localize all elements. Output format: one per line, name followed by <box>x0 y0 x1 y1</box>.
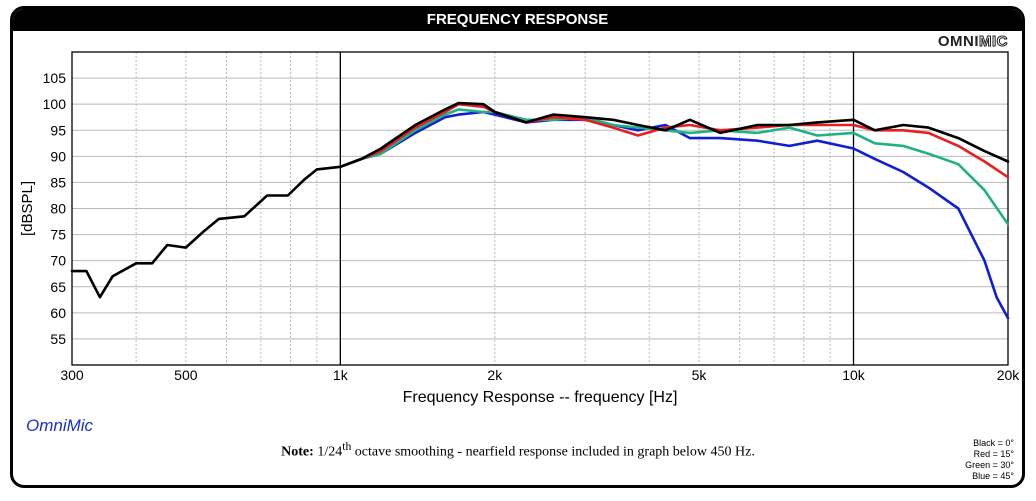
chart-frame: FREQUENCY RESPONSE OMNIMIC <box>10 6 1025 488</box>
y-tick-label: 60 <box>50 305 66 321</box>
series-line-e62020 <box>339 102 1010 179</box>
plot-border <box>71 51 1009 366</box>
x-tick-label: 10k <box>842 367 866 383</box>
smoothing-note: Note: 1/24th octave smoothing - nearfiel… <box>0 440 1036 461</box>
logo-part-1: OMNI <box>937 33 979 50</box>
legend-entry-red: Red = 15° <box>973 449 1014 459</box>
omnimic-logo: OMNIMIC <box>937 33 1009 51</box>
x-tick-label: 300 <box>60 367 84 383</box>
x-tick-label: 500 <box>174 367 198 383</box>
note-text-post: octave smoothing - nearfield response in… <box>351 444 755 460</box>
y-tick-label: 95 <box>50 122 66 138</box>
x-tick-label: 1k <box>333 367 349 383</box>
x-tick-label: 20k <box>997 367 1021 383</box>
y-tick-label: 55 <box>50 331 66 347</box>
y-tick-label: 105 <box>43 70 67 86</box>
note-superscript: th <box>342 440 352 453</box>
y-tick-label: 100 <box>43 96 67 112</box>
note-label: Note: <box>281 444 314 460</box>
y-tick-label: 70 <box>50 253 66 269</box>
y-axis-label: [dBSPL] <box>19 181 36 236</box>
x-tick-label: 2k <box>487 367 503 383</box>
legend: Black = 0° Red = 15° Green = 30° Blue = … <box>965 438 1014 482</box>
y-tick-label: 65 <box>50 279 66 295</box>
x-tick-label: 5k <box>692 367 708 383</box>
legend-entry-blue: Blue = 45° <box>972 471 1014 481</box>
x-axis-label: Frequency Response -- frequency [Hz] <box>403 389 678 406</box>
series-line-1020d0 <box>339 110 1010 320</box>
brand-label: OmniMic <box>26 416 94 435</box>
y-tick-label: 80 <box>50 201 66 217</box>
legend-entry-black: Black = 0° <box>973 438 1014 448</box>
y-tick-label: 85 <box>50 174 66 190</box>
y-tick-label: 75 <box>50 227 66 243</box>
logo-part-2: MIC <box>979 33 1009 51</box>
legend-entry-green: Green = 30° <box>965 460 1014 470</box>
chart-title: FREQUENCY RESPONSE <box>13 9 1022 31</box>
y-tick-label: 90 <box>50 148 66 164</box>
series-line-000000 <box>70 101 1010 299</box>
note-text-pre: 1/24 <box>317 444 343 460</box>
